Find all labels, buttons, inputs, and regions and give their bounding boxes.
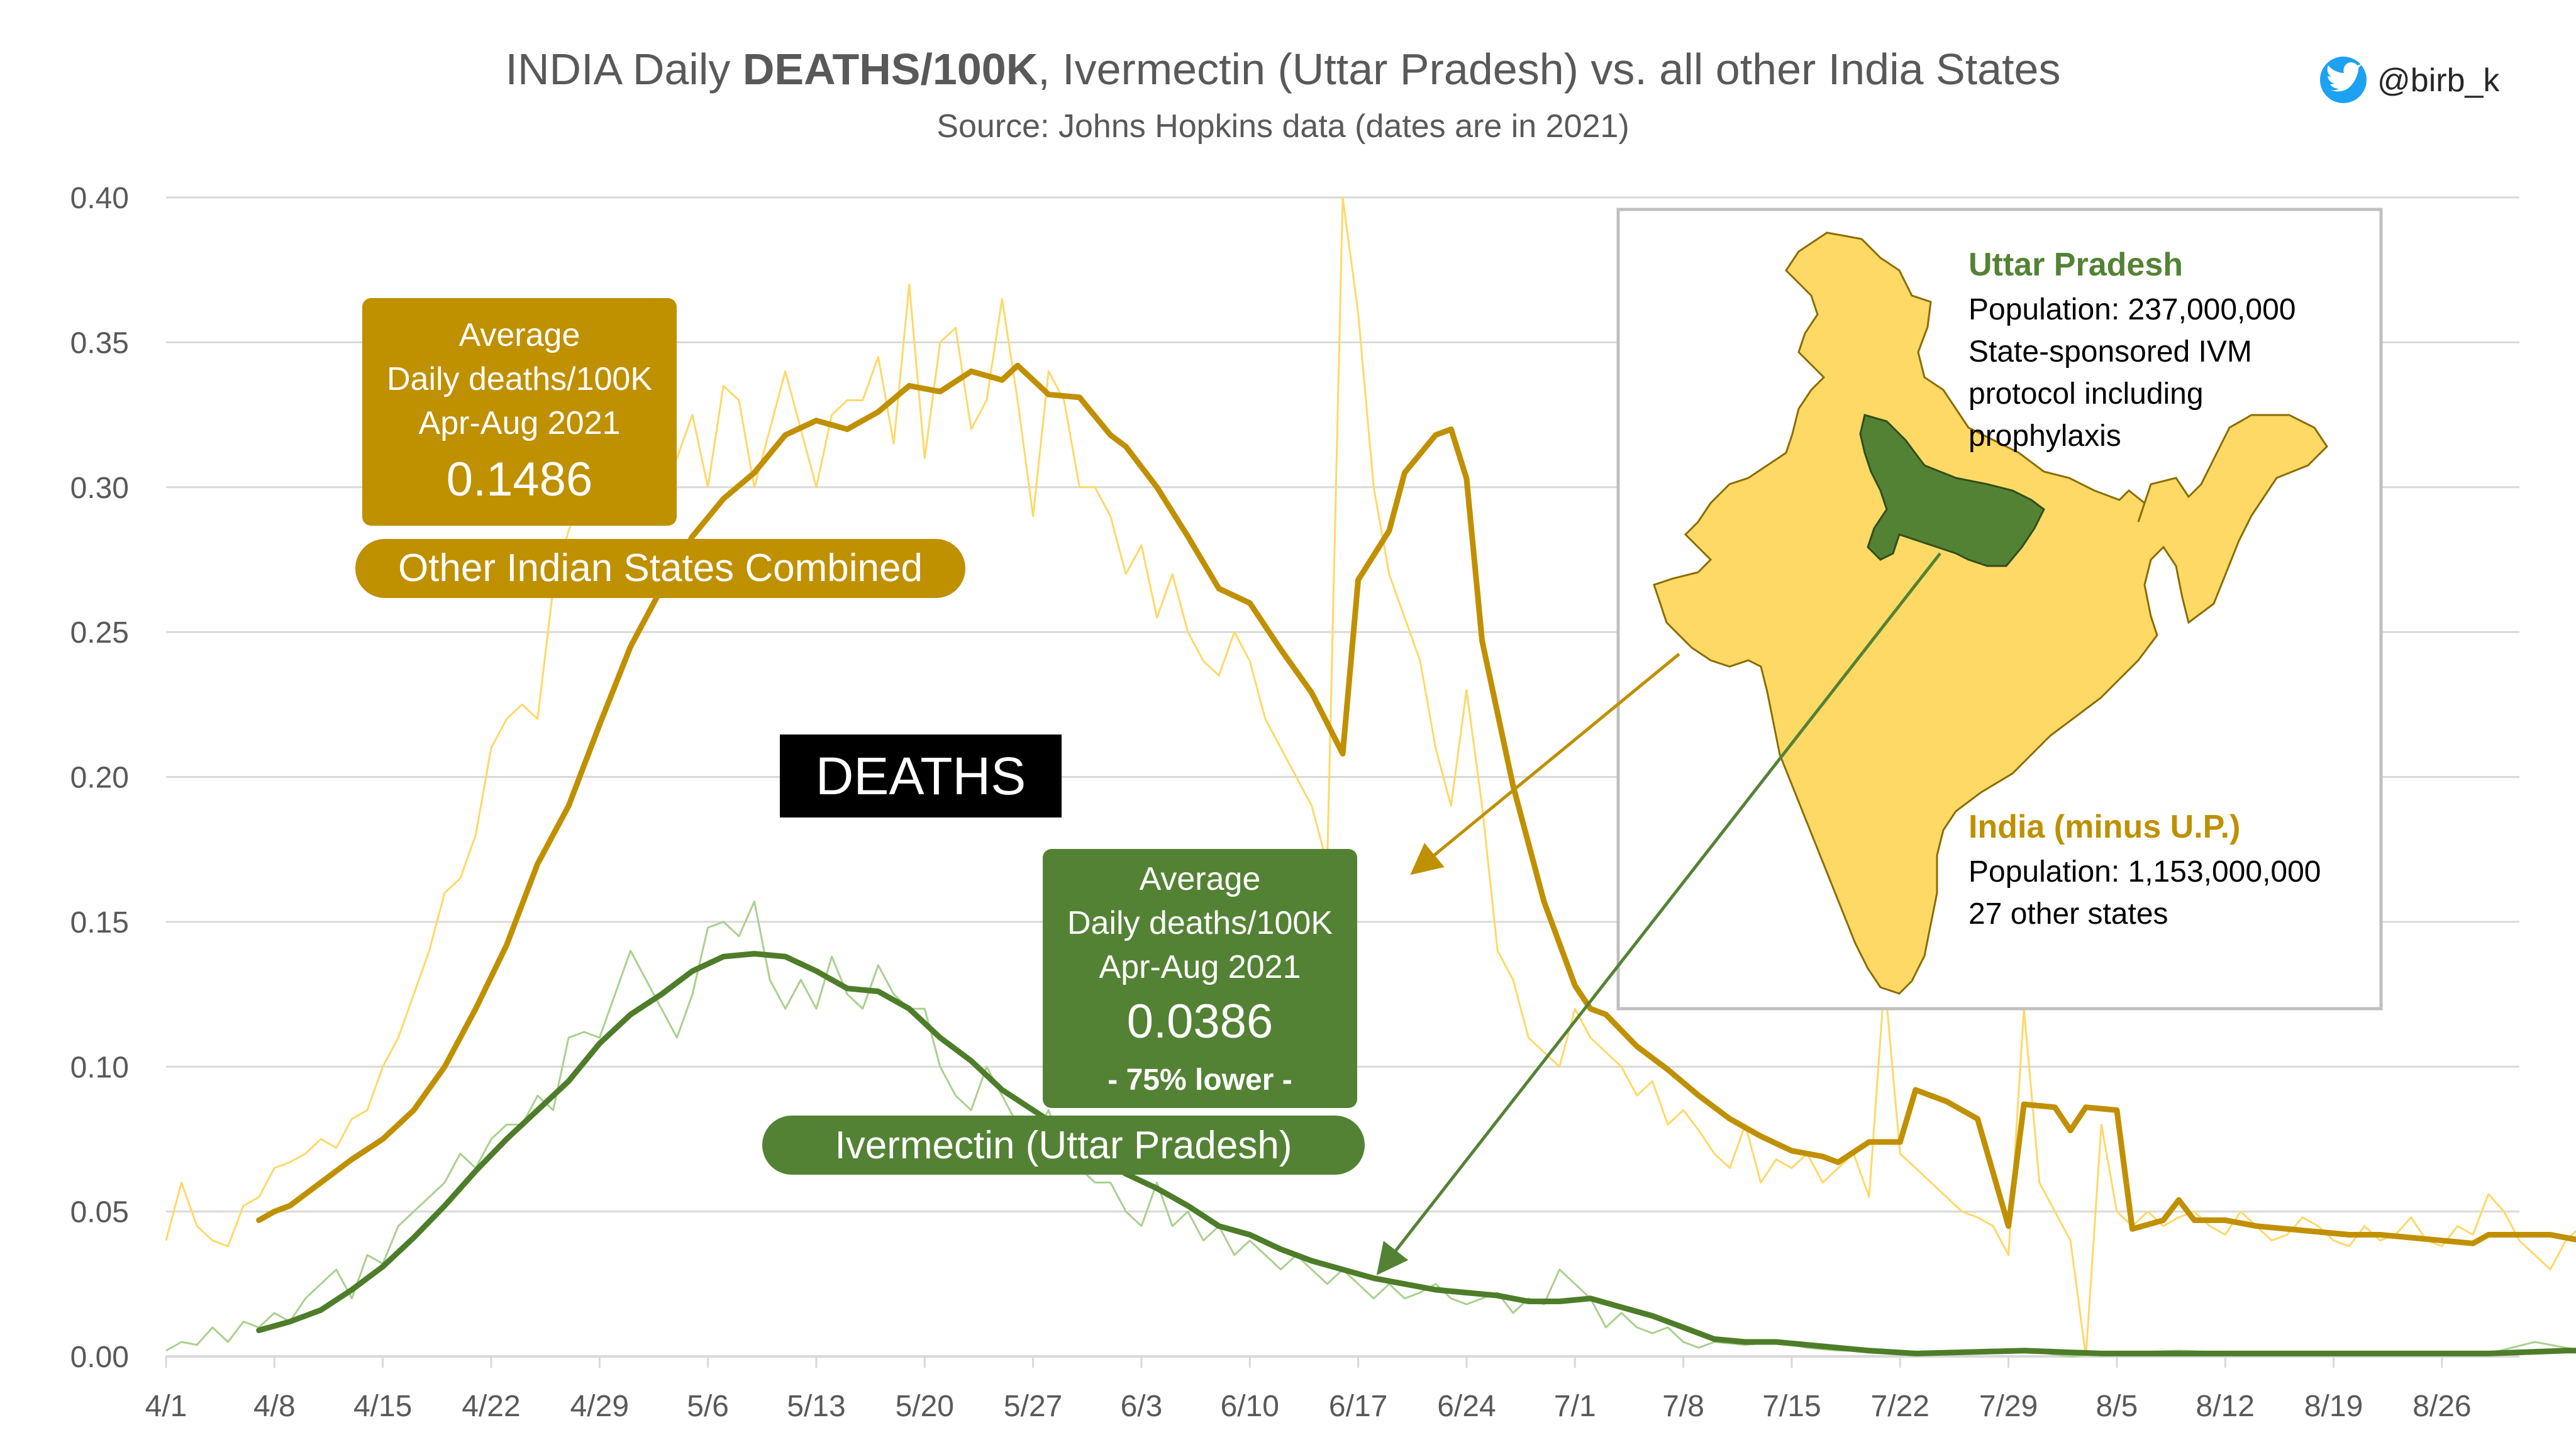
map-up-title: Uttar Pradesh [1968, 247, 2183, 283]
up-average-note: - 75% lower - [1108, 1063, 1292, 1097]
x-tick-label: 6/10 [1221, 1390, 1279, 1423]
x-tick-label: 7/29 [1979, 1390, 2038, 1423]
up-series-label-bg [762, 1116, 1365, 1175]
map-panel: Uttar Pradesh Population: 237,000,000 St… [1616, 208, 2383, 1011]
up-average-line1: Average [1140, 861, 1261, 897]
deaths-label: DEATHS [780, 734, 1062, 817]
up-average-box: Average Daily deaths/100K Apr-Aug 2021 0… [1043, 849, 1357, 1108]
y-tick-label: 0.10 [70, 1051, 129, 1084]
map-up-line2: State-sponsored IVM [1968, 335, 2252, 369]
x-tick-label: 8/5 [2096, 1390, 2138, 1423]
x-tick-label: 7/15 [1762, 1390, 1821, 1423]
twitter-handle-text: @birb_k [2377, 62, 2500, 99]
x-tick-label: 8/12 [2196, 1390, 2255, 1423]
other-average-box-bg [362, 298, 677, 526]
map-up-line3: protocol including [1968, 377, 2204, 411]
y-tick-label: 0.00 [70, 1341, 129, 1374]
other-average-value: 0.1486 [447, 453, 592, 506]
other-series-label: Other Indian States Combined [355, 539, 965, 598]
map-india-line2: 27 other states [1968, 897, 2168, 931]
x-tick-label: 5/20 [896, 1390, 954, 1423]
x-tick-label: 5/27 [1004, 1390, 1062, 1423]
y-axis-ticks: 0.00 0.05 0.10 0.15 0.20 0.25 0.30 0.35 0.40 [70, 182, 129, 1374]
other-average-line3: Apr-Aug 2021 [419, 405, 621, 441]
x-tick-label: 5/6 [687, 1390, 729, 1423]
series-group-smoothed [256, 951, 2576, 1356]
other-average-line2: Daily deaths/100K [387, 361, 652, 397]
india-map [1653, 231, 2328, 995]
x-tick-label: 4/15 [353, 1390, 412, 1423]
x-axis-ticks: 4/1 4/8 4/15 4/22 4/29 5/6 5/13 5/20 5/27 6/3 6/10… [145, 1356, 2472, 1423]
series-group [165, 196, 2576, 1358]
other-series-label-bg [355, 539, 965, 598]
title-bold: DEATHS/100K [743, 45, 1038, 94]
deaths-label-text: DEATHS [816, 746, 1026, 806]
x-tick-label: 6/24 [1437, 1390, 1496, 1423]
up-average-line3: Apr-Aug 2021 [1099, 949, 1301, 985]
chart-subtitle: Source: Johns Hopkins data (dates are in… [936, 108, 1629, 145]
y-tick-label: 0.20 [70, 762, 129, 795]
twitter-bird-icon [2327, 62, 2362, 92]
y-tick-label: 0.40 [70, 182, 129, 215]
up-series-label-text: Ivermectin (Uttar Pradesh) [835, 1124, 1292, 1167]
deaths-label-box [780, 734, 1062, 817]
uttar-pradesh-map [1859, 414, 2045, 567]
y-tick-label: 0.15 [70, 906, 129, 939]
x-tick-label: 5/13 [787, 1390, 845, 1423]
up-series-label: Ivermectin (Uttar Pradesh) [762, 1116, 1365, 1175]
x-tick-label: 4/29 [570, 1390, 629, 1423]
map-india-title: India (minus U.P.) [1968, 809, 2240, 845]
title-prefix: INDIA Daily [506, 45, 743, 94]
x-tick-label: 7/22 [1871, 1390, 1929, 1423]
x-tick-label: 6/17 [1329, 1390, 1387, 1423]
x-tick-label: 8/19 [2304, 1390, 2363, 1423]
twitter-handle[interactable]: @birb_k [2320, 57, 2500, 103]
x-tick-label: 4/8 [253, 1390, 296, 1423]
x-tick-label: 7/1 [1554, 1390, 1596, 1423]
pointer-arrow-green [1376, 552, 1941, 1275]
series-smoothed-line [256, 951, 2576, 1356]
other-average-box: Average Daily deaths/100K Apr-Aug 2021 0… [362, 298, 677, 526]
x-tick-label: 8/26 [2412, 1390, 2471, 1423]
map-up-line4: prophylaxis [1968, 419, 2121, 453]
title-suffix: , Ivermectin (Uttar Pradesh) vs. all oth… [1038, 45, 2060, 94]
up-average-value: 0.0386 [1127, 995, 1273, 1048]
other-series-label-text: Other Indian States Combined [398, 546, 923, 590]
x-tick-label: 4/1 [145, 1390, 187, 1423]
y-tick-label: 0.35 [70, 326, 129, 360]
x-tick-label: 4/22 [462, 1390, 520, 1423]
x-tick-label: 6/3 [1121, 1390, 1163, 1423]
pointer-arrow-gold [1410, 653, 1680, 875]
up-average-box-bg [1043, 849, 1357, 1108]
y-tick-label: 0.30 [70, 472, 129, 505]
up-average-line2: Daily deaths/100K [1067, 905, 1333, 941]
x-tick-label: 7/8 [1662, 1390, 1704, 1423]
y-tick-label: 0.25 [70, 616, 129, 650]
map-india-line1: Population: 1,153,000,000 [1968, 855, 2321, 889]
map-up-line1: Population: 237,000,000 [1968, 293, 2296, 326]
other-average-line1: Average [459, 317, 580, 353]
series-daily-line [165, 196, 2576, 1358]
y-tick-label: 0.05 [70, 1196, 129, 1229]
chart-title: INDIA Daily DEATHS/100K, Ivermectin (Utt… [506, 45, 2061, 94]
